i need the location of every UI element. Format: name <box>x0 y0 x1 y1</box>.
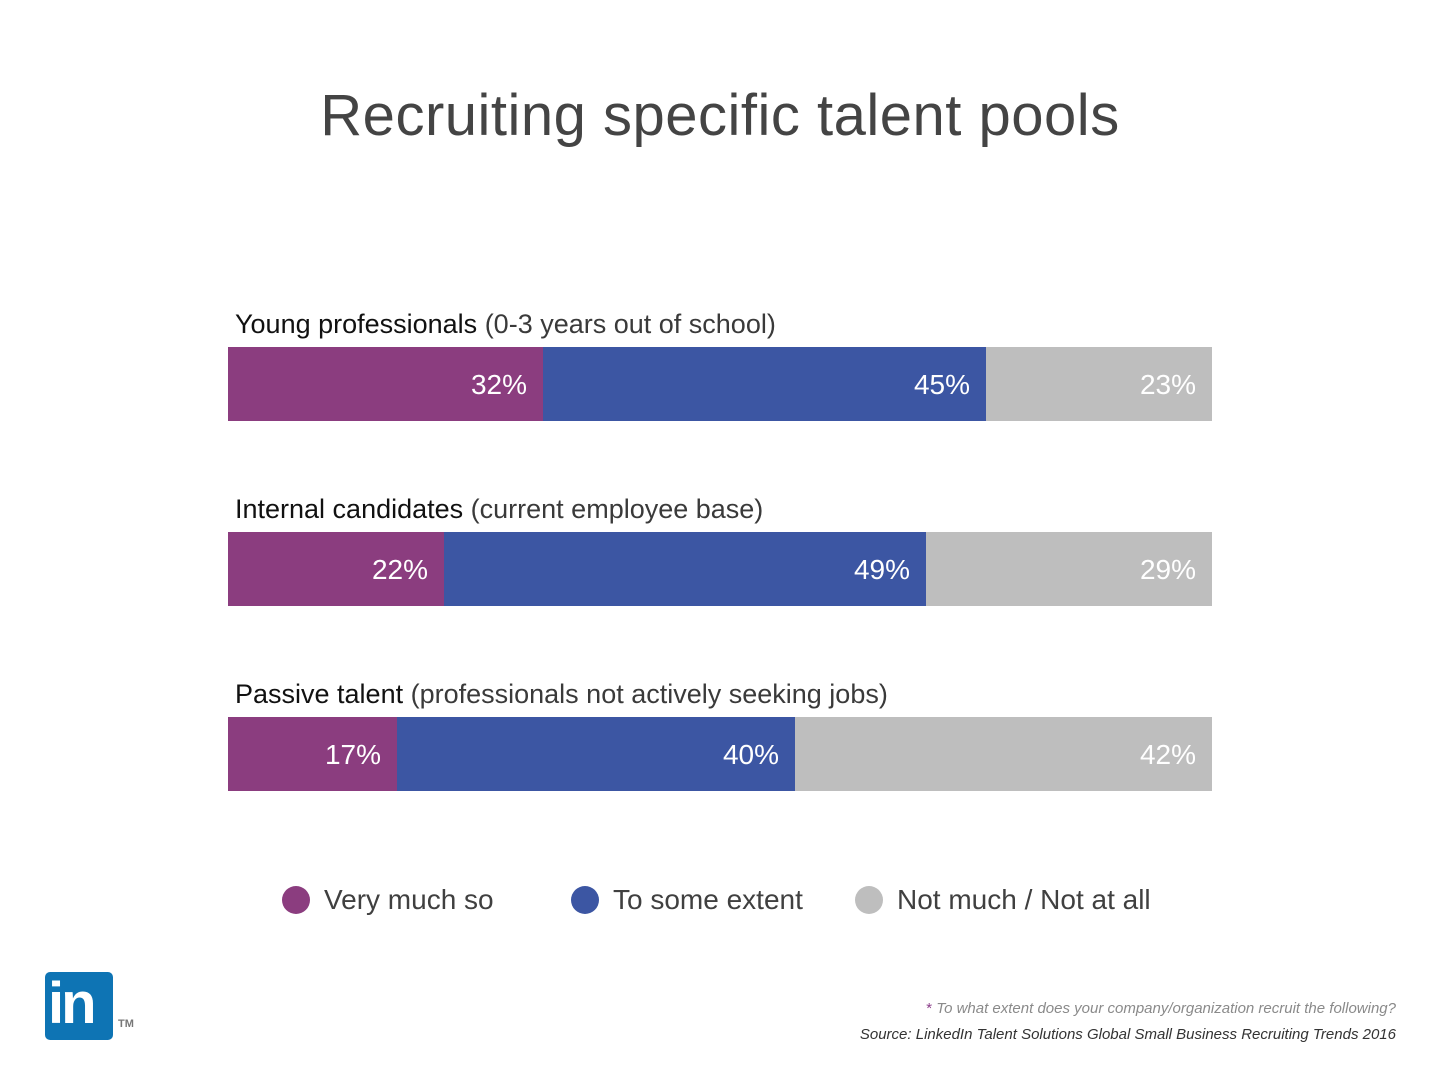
legend-swatch <box>282 886 310 914</box>
bar-value-label: 29% <box>1139 554 1196 585</box>
legend-swatch <box>855 886 883 914</box>
bar-segment <box>926 532 1212 606</box>
category-label-main: Passive talent <box>235 679 404 709</box>
linkedin-logo: in <box>45 971 113 1040</box>
bar-segment <box>228 347 543 421</box>
bar-value-label: 23% <box>1139 369 1196 400</box>
category-label: Passive talent (professionals not active… <box>235 679 888 710</box>
linkedin-logo-text: in <box>48 971 97 1036</box>
category-label-detail: (0-3 years out of school) <box>477 309 776 339</box>
trademark-mark: TM <box>118 1018 134 1030</box>
legend-label: Not much / Not at all <box>897 884 1151 915</box>
bar-segment <box>795 717 1212 791</box>
legend-swatch <box>571 886 599 914</box>
legend-item: Not much / Not at all <box>855 880 1151 920</box>
bar-segment <box>228 532 444 606</box>
bar-value-label: 45% <box>913 369 970 400</box>
category-label-main: Internal candidates <box>235 494 464 524</box>
bar-segment <box>986 347 1212 421</box>
category-label: Young professionals (0-3 years out of sc… <box>235 309 776 340</box>
bar-segment <box>228 717 397 791</box>
bar-value-label: 42% <box>1139 739 1196 770</box>
legend-label: Very much so <box>324 884 494 915</box>
bar-value-label: 32% <box>470 369 527 400</box>
survey-question-footnote: * To what extent does your company/organ… <box>926 1000 1396 1017</box>
legend-item: Very much so <box>282 880 494 920</box>
category-label: Internal candidates (current employee ba… <box>235 494 763 525</box>
category-label-detail: (current employee base) <box>463 494 764 524</box>
category-label-main: Young professionals <box>235 309 478 339</box>
category-label-detail: (professionals not actively seeking jobs… <box>403 679 888 709</box>
bar-segment <box>397 717 795 791</box>
bar-value-label: 22% <box>371 554 428 585</box>
source-footnote: Source: LinkedIn Talent Solutions Global… <box>859 1026 1396 1043</box>
bar-value-label: 49% <box>853 554 910 585</box>
chart-title: Recruiting specific talent pools <box>320 83 1120 148</box>
legend-item: To some extent <box>571 880 803 920</box>
bar-value-label: 40% <box>722 739 779 770</box>
bar-segment <box>543 347 986 421</box>
legend-label: To some extent <box>613 884 803 915</box>
chart-legend: Very much so To some extent Not much / Not… <box>0 880 1440 920</box>
bar-segment <box>444 532 926 606</box>
bar-value-label: 17% <box>324 739 381 770</box>
footnote-star: * <box>926 1000 933 1017</box>
footnote-question-text: To what extent does your company/organiz… <box>932 1000 1396 1017</box>
